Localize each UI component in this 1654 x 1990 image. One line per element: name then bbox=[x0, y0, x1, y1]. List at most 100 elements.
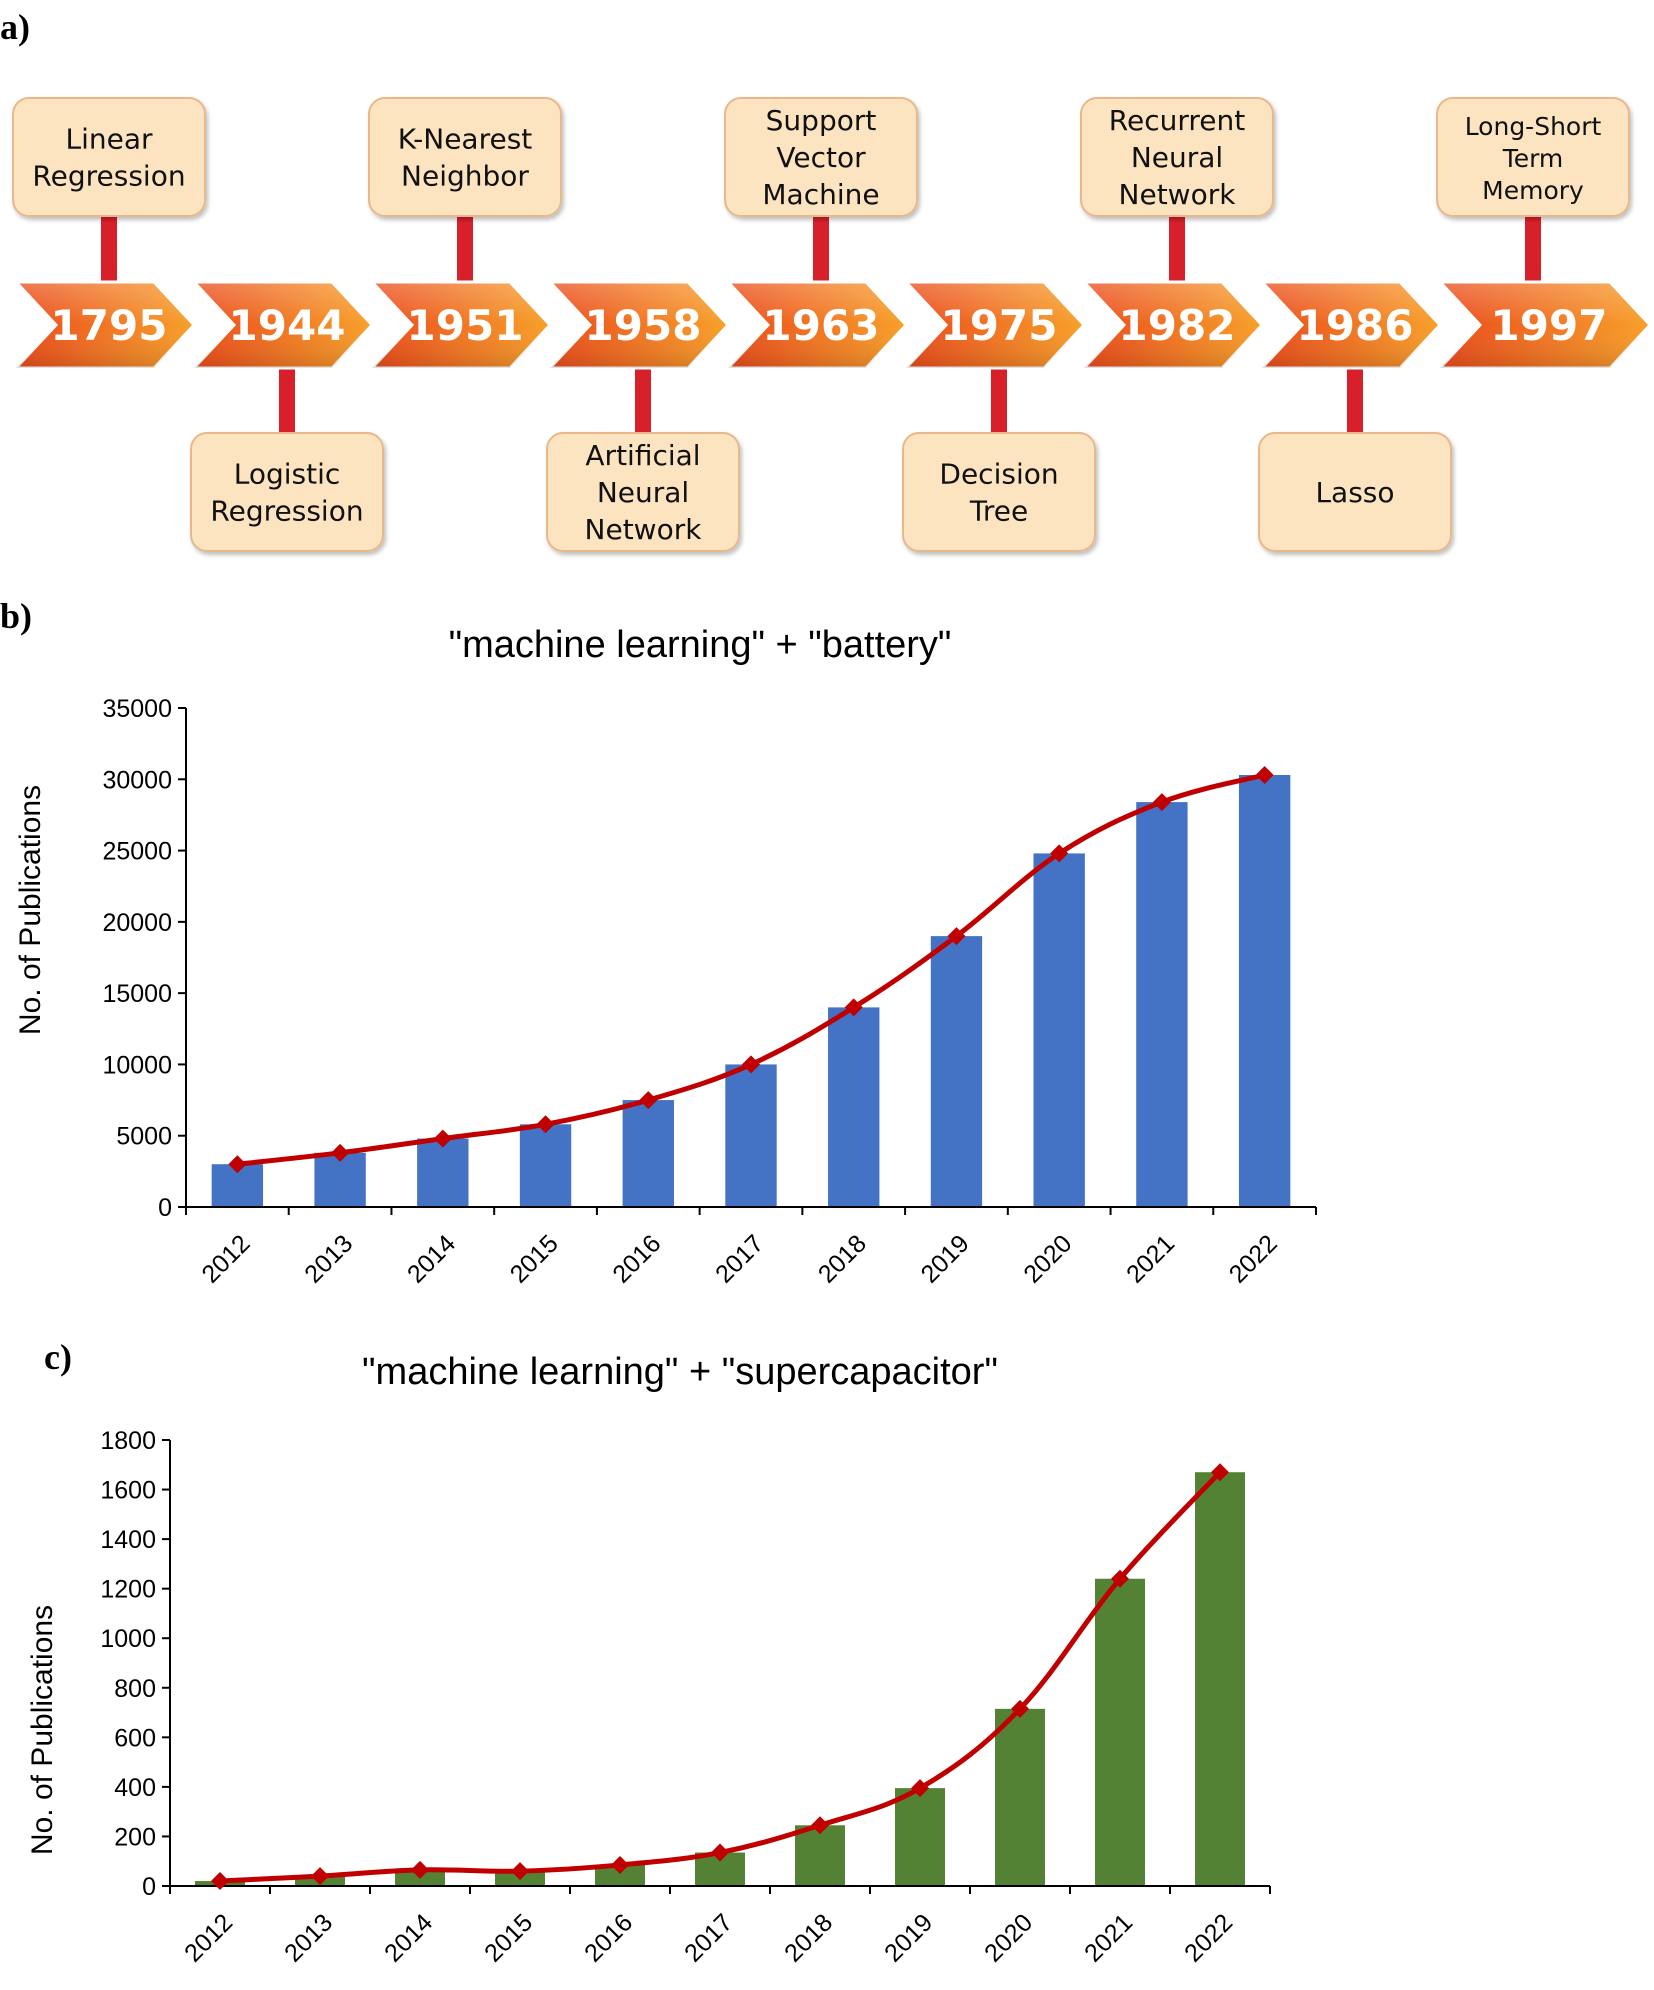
timeline-event-box: Logistic Regression bbox=[190, 432, 384, 552]
bar-2018 bbox=[795, 1825, 845, 1886]
timeline-connector bbox=[1169, 216, 1185, 282]
timeline-connector bbox=[1525, 216, 1541, 282]
line-point-2022 bbox=[1211, 1463, 1229, 1482]
panel-label-a: a) bbox=[0, 7, 30, 47]
timeline-connector bbox=[1347, 368, 1363, 433]
bar-2022 bbox=[1195, 1472, 1245, 1886]
x-tick-label-2012: 2012 bbox=[196, 1229, 255, 1288]
line-point-2018 bbox=[811, 1816, 829, 1835]
event-label-line: Long-Short bbox=[1465, 112, 1602, 141]
timeline-segment-1982: 1982 bbox=[1080, 280, 1265, 370]
line-point-2013 bbox=[311, 1867, 329, 1886]
y-tick-label: 30000 bbox=[102, 766, 172, 794]
x-tick-label-2021: 2021 bbox=[1121, 1229, 1180, 1288]
y-tick-label: 10000 bbox=[102, 1051, 172, 1079]
event-label-line: Neighbor bbox=[401, 160, 529, 193]
event-label-line: Regression bbox=[32, 160, 185, 193]
y-tick-label: 0 bbox=[158, 1194, 172, 1222]
line-point-2019 bbox=[947, 927, 966, 946]
timeline-year: 1795 bbox=[51, 301, 168, 350]
supercapacitor-publications-chart: "machine learning" + "supercapacitor" No… bbox=[26, 1351, 1271, 1968]
event-label-line: Neural bbox=[597, 476, 689, 509]
chart-title: "machine learning" + "battery" bbox=[449, 624, 952, 666]
timeline-segment-1958: 1958 bbox=[546, 280, 731, 370]
timeline-year: 1958 bbox=[585, 301, 702, 350]
timeline-event-box: Artificial Neural Network bbox=[546, 432, 740, 552]
timeline-segment-1944: 1944 bbox=[190, 280, 375, 370]
y-tick-label: 1600 bbox=[100, 1477, 156, 1505]
x-tick-label-2013: 2013 bbox=[279, 1908, 338, 1967]
event-label-line: Neural bbox=[1131, 141, 1223, 174]
y-tick-label: 1800 bbox=[100, 1427, 156, 1455]
y-tick-label: 600 bbox=[114, 1724, 156, 1752]
x-tick-label-2018: 2018 bbox=[779, 1908, 838, 1967]
x-tick-label-2022: 2022 bbox=[1179, 1908, 1238, 1967]
timeline-event-box: K-Nearest Neighbor bbox=[368, 97, 562, 217]
event-label-line: Vector bbox=[776, 141, 866, 174]
timeline-event-box: Long-Short Term Memory bbox=[1436, 97, 1630, 217]
event-label-line: Support bbox=[766, 104, 877, 137]
x-tick-label-2019: 2019 bbox=[916, 1229, 975, 1288]
bar-2021 bbox=[1095, 1578, 1145, 1886]
timeline-year: 1975 bbox=[941, 301, 1058, 350]
y-tick-label: 800 bbox=[114, 1675, 156, 1703]
timeline-event-box: Recurrent Neural Network bbox=[1080, 97, 1274, 217]
event-label-line: Network bbox=[1119, 178, 1237, 211]
timeline-connector bbox=[101, 216, 117, 282]
timeline-year: 1982 bbox=[1119, 301, 1236, 350]
timeline-year: 1997 bbox=[1491, 301, 1608, 350]
x-tick-label-2013: 2013 bbox=[299, 1229, 358, 1288]
y-tick-label: 25000 bbox=[102, 838, 172, 866]
line-point-2014 bbox=[411, 1860, 429, 1879]
line-point-2015 bbox=[536, 1115, 555, 1134]
x-tick-label-2012: 2012 bbox=[179, 1908, 238, 1967]
line-point-2012 bbox=[228, 1155, 247, 1174]
timeline-event-box: Lasso bbox=[1258, 432, 1452, 552]
timeline-connector bbox=[457, 216, 473, 282]
x-tick-label-2018: 2018 bbox=[813, 1229, 872, 1288]
line-point-2012 bbox=[211, 1872, 229, 1891]
bar-2020 bbox=[995, 1708, 1045, 1886]
y-tick-label: 1400 bbox=[100, 1526, 156, 1554]
y-tick-label: 200 bbox=[114, 1823, 156, 1851]
bar-2022 bbox=[1238, 775, 1291, 1207]
event-label-line: Lasso bbox=[1315, 476, 1394, 509]
timeline-connector bbox=[635, 368, 651, 433]
timeline-segment-1963: 1963 bbox=[724, 280, 909, 370]
trend-line bbox=[219, 1470, 1222, 1884]
event-label-line: Artificial bbox=[585, 439, 700, 472]
bar-2016 bbox=[595, 1864, 645, 1886]
line-point-2016 bbox=[639, 1091, 658, 1110]
y-tick-label: 15000 bbox=[102, 980, 172, 1008]
event-label-line: Decision bbox=[939, 458, 1058, 491]
line-point-2013 bbox=[331, 1143, 350, 1162]
y-tick-label: 1000 bbox=[100, 1625, 156, 1653]
x-tick-label-2022: 2022 bbox=[1224, 1229, 1283, 1288]
timeline-connector bbox=[813, 216, 829, 282]
event-label-line: K-Nearest bbox=[398, 123, 533, 156]
timeline-event-box: Support Vector Machine bbox=[724, 97, 918, 217]
timeline-segment-1951: 1951 bbox=[368, 280, 553, 370]
y-tick-label: 400 bbox=[114, 1774, 156, 1802]
bar-2017 bbox=[725, 1064, 777, 1207]
x-tick-label-2019: 2019 bbox=[879, 1908, 938, 1967]
y-tick-label: 5000 bbox=[116, 1123, 172, 1151]
chart-title: "machine learning" + "supercapacitor" bbox=[362, 1351, 998, 1393]
x-tick-label-2020: 2020 bbox=[979, 1908, 1038, 1967]
event-label-line: Logistic bbox=[234, 458, 341, 491]
line-point-2015 bbox=[511, 1862, 529, 1881]
x-tick-label-2015: 2015 bbox=[505, 1229, 564, 1288]
timeline-year: 1963 bbox=[763, 301, 880, 350]
line-point-2016 bbox=[611, 1855, 629, 1874]
x-tick-label-2014: 2014 bbox=[402, 1229, 461, 1288]
y-axis-label: No. of Publications bbox=[14, 785, 47, 1035]
x-tick-label-2021: 2021 bbox=[1079, 1908, 1138, 1967]
y-tick-label: 35000 bbox=[102, 695, 172, 723]
timeline-year: 1951 bbox=[407, 301, 524, 350]
line-point-2017 bbox=[711, 1843, 729, 1862]
timeline-year: 1986 bbox=[1297, 301, 1414, 350]
panel-label-b: b) bbox=[0, 596, 33, 636]
bar-2021 bbox=[1136, 802, 1188, 1207]
ml-timeline: 1795 1944 1951 1958 1963 1975 1982 1986 1997 Lin… bbox=[12, 97, 1653, 552]
event-label-line: Machine bbox=[762, 178, 879, 211]
